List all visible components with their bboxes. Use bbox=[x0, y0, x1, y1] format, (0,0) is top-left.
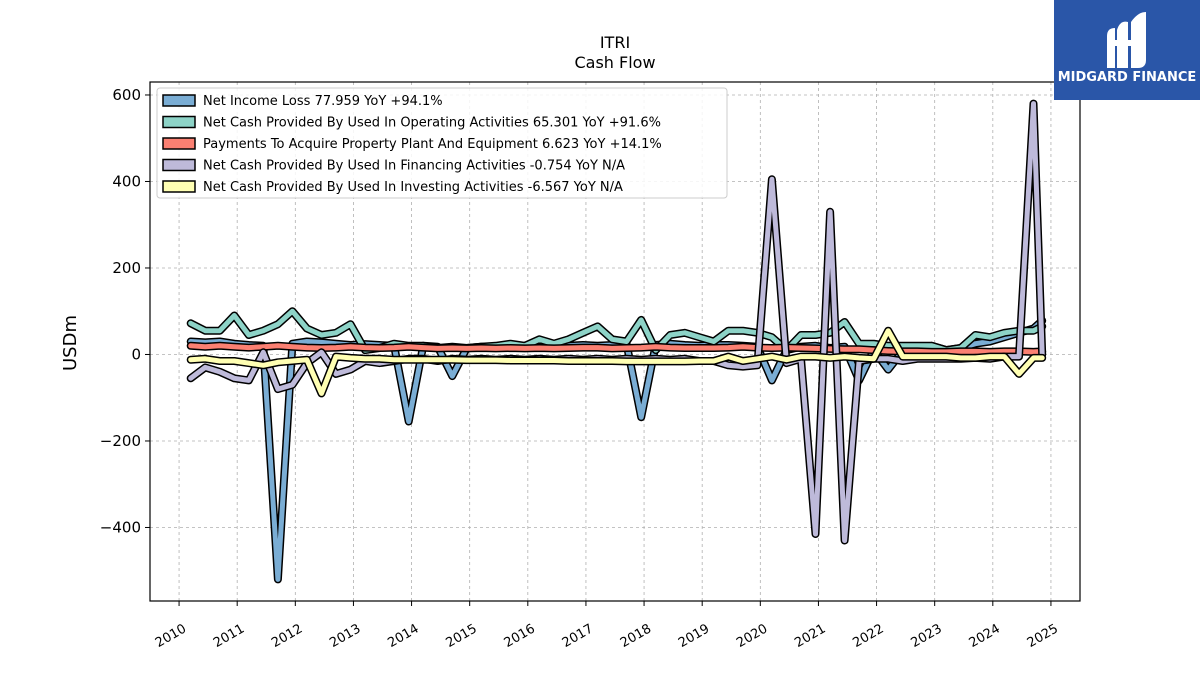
legend-box bbox=[156, 87, 728, 199]
legend-entry: Net Cash Provided By Used In Operating A… bbox=[162, 115, 661, 131]
y-axis-label: USDm bbox=[60, 315, 81, 371]
legend-label: Net Cash Provided By Used In Investing A… bbox=[203, 180, 623, 195]
series-line bbox=[188, 308, 1045, 353]
legend-label: Payments To Acquire Property Plant And E… bbox=[203, 137, 662, 152]
legend-swatch bbox=[162, 158, 196, 172]
brand-name: MIDGARD FINANCE bbox=[1058, 70, 1197, 85]
chart-subtitle: Cash Flow bbox=[574, 53, 655, 72]
y-tick-label: 0 bbox=[131, 345, 141, 363]
series-5 bbox=[186, 326, 1047, 398]
plot-frame bbox=[149, 81, 1081, 602]
legend-entry: Net Cash Provided By Used In Financing A… bbox=[162, 158, 625, 174]
y-tick-label: 600 bbox=[112, 86, 141, 104]
chart-title: ITRI bbox=[600, 33, 630, 52]
series-layer bbox=[186, 99, 1047, 584]
brand-logo-icon bbox=[1107, 12, 1146, 68]
legend: Net Income Loss 77.959 YoY +94.1% Net Cas… bbox=[156, 87, 728, 199]
legend-swatch bbox=[162, 180, 196, 193]
legend-label: Net Cash Provided By Used In Operating A… bbox=[203, 116, 661, 131]
y-tick-label: −200 bbox=[100, 432, 141, 450]
y-tick-label: −400 bbox=[100, 518, 141, 536]
series-line bbox=[188, 343, 1045, 355]
legend-entry: Payments To Acquire Property Plant And E… bbox=[162, 137, 662, 152]
legend-swatch bbox=[162, 94, 196, 107]
legend-label: Net Cash Provided By Used In Financing A… bbox=[203, 159, 625, 174]
legend-entry: Net Cash Provided By Used In Investing A… bbox=[162, 180, 623, 195]
y-tick-label: 400 bbox=[112, 172, 141, 190]
legend-swatch bbox=[162, 115, 196, 129]
legend-entry: Net Income Loss 77.959 YoY +94.1% bbox=[162, 94, 443, 109]
brand-logo: MIDGARD FINANCE bbox=[1054, 0, 1200, 100]
legend-label: Net Income Loss 77.959 YoY +94.1% bbox=[203, 94, 443, 109]
y-tick-label: 200 bbox=[112, 259, 141, 277]
series-2 bbox=[186, 307, 1047, 355]
series-3 bbox=[186, 341, 1047, 356]
series-line bbox=[188, 328, 1045, 396]
legend-swatch bbox=[162, 137, 196, 150]
